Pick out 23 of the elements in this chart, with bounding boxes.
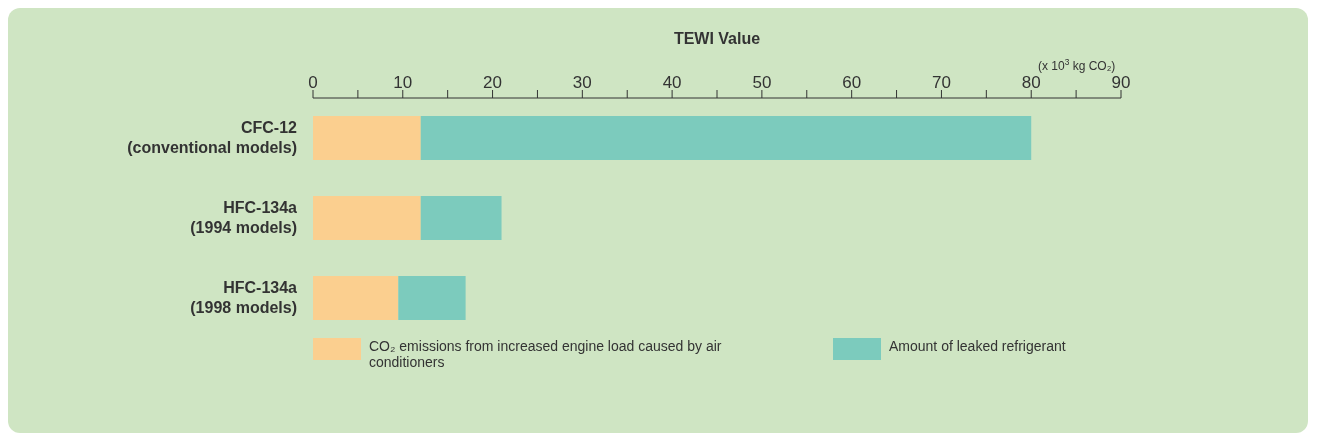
legend-label: Amount of leaked refrigerant: [889, 338, 1067, 354]
x-tick-label: 70: [931, 73, 951, 92]
x-tick-label: 60: [842, 73, 862, 92]
x-tick-label: 0: [308, 73, 318, 92]
legend-label: CO₂ emissions from increased engine load caused by air conditioners: [369, 338, 723, 370]
y-tick-label: CFC-12 (conventional models): [127, 119, 298, 156]
x-tick-label: 90: [1111, 73, 1131, 92]
x-axis-title: TEWI Value: [673, 30, 761, 48]
y-tick-label: HFC-134a (1998 models): [190, 279, 298, 316]
bar: [313, 276, 399, 320]
x-tick-label: 80: [1021, 73, 1041, 92]
x-tick-label: 50: [752, 73, 772, 92]
bar: [313, 116, 421, 160]
x-tick-label: 40: [662, 73, 682, 92]
x-tick-label: 30: [572, 73, 592, 92]
bar: [398, 276, 466, 320]
bar: [313, 196, 421, 240]
text: (x 10$^{3}$ kg CO₂): [1038, 57, 1116, 73]
y-tick-label: HFC-134a (1994 models): [190, 199, 298, 236]
x-tick-label: 10: [393, 73, 413, 92]
bar: [420, 196, 502, 240]
bar: [420, 116, 1032, 160]
x-tick-label: 20: [483, 73, 503, 92]
